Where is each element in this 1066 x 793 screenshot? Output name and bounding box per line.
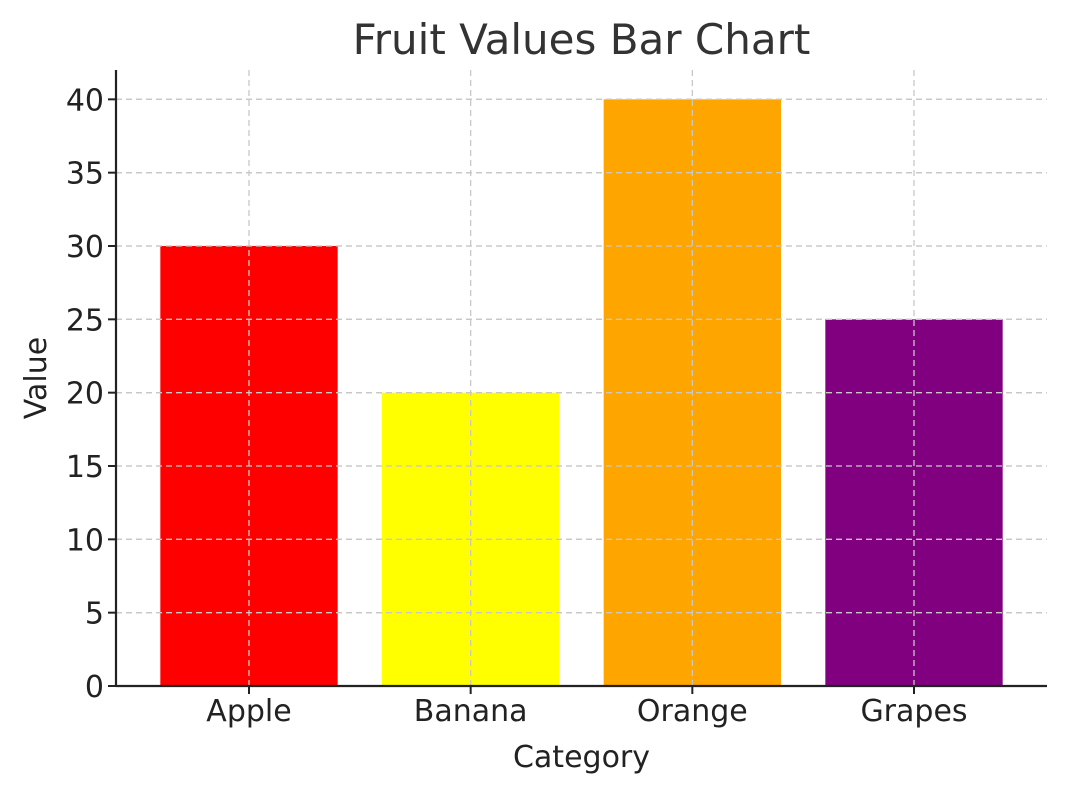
y-tick-labels: 0 5 10 15 20 25 30 35 40 [66, 83, 116, 705]
y-tick-label: 5 [85, 597, 104, 632]
y-tick-label: 15 [66, 450, 104, 485]
x-tick-label: Orange [637, 694, 748, 729]
x-tick-label: Banana [414, 694, 528, 729]
y-tick-label: 40 [66, 83, 104, 118]
x-tick-label: Grapes [860, 694, 967, 729]
chart-title: Fruit Values Bar Chart [353, 15, 811, 64]
y-tick-label: 20 [66, 377, 104, 412]
x-grid-lines [116, 70, 1047, 686]
x-axis-label: Category [513, 740, 650, 775]
y-tick-label: 0 [85, 670, 104, 705]
y-axis-label: Value [19, 337, 54, 419]
y-tick-label: 25 [66, 303, 104, 338]
x-tick-label: Apple [206, 694, 291, 729]
y-tick-label: 10 [66, 523, 104, 558]
y-tick-label: 35 [66, 157, 104, 192]
x-tick-labels: Apple Banana Orange Grapes [206, 686, 968, 729]
y-tick-label: 30 [66, 230, 104, 265]
